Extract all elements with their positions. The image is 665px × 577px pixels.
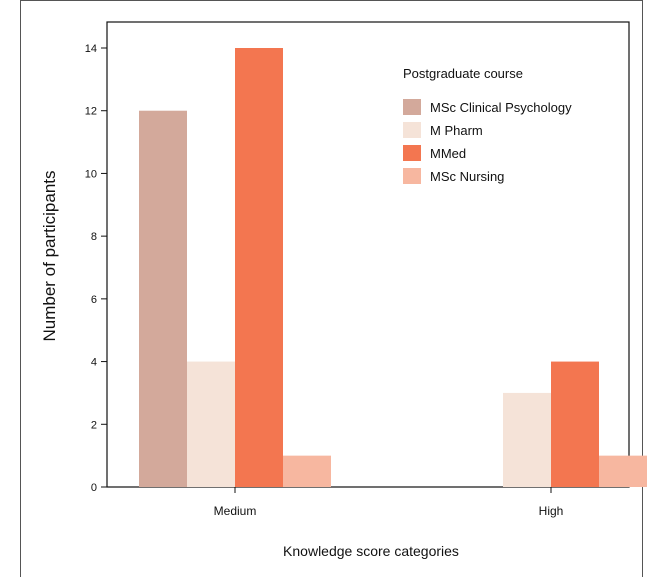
y-tick-label: 6 xyxy=(91,294,97,306)
legend-swatch xyxy=(403,168,421,184)
legend: Postgraduate course MSc Clinical Psychol… xyxy=(403,66,572,184)
legend-swatch xyxy=(403,122,421,138)
y-tick-label: 14 xyxy=(85,43,97,55)
y-tick-label: 0 xyxy=(91,482,97,494)
plot-area xyxy=(106,21,630,488)
x-category-label: Medium xyxy=(214,504,257,518)
bar-medium-m-pharm xyxy=(187,361,235,487)
legend-label: M Pharm xyxy=(430,123,483,138)
bar-medium-msc-clinical-psychology xyxy=(139,110,187,487)
bars-group xyxy=(139,48,647,487)
legend-title: Postgraduate course xyxy=(403,66,523,81)
y-tick-label: 8 xyxy=(91,231,97,243)
y-axis-title: Number of participants xyxy=(40,170,59,341)
y-tick-label: 4 xyxy=(91,357,97,369)
legend-swatch xyxy=(403,145,421,161)
bar-medium-msc-nursing xyxy=(283,455,331,487)
y-axis-ticks: 0 2 4 6 8 10 12 14 xyxy=(85,43,107,494)
bar-medium-mmed xyxy=(235,48,283,487)
x-axis-categories: Medium High xyxy=(214,487,564,518)
y-tick-label: 10 xyxy=(85,168,97,180)
legend-swatch xyxy=(403,99,421,115)
bar-high-mmed xyxy=(551,361,599,487)
y-tick-label: 12 xyxy=(85,106,97,118)
x-category-label: High xyxy=(539,504,564,518)
legend-label: MMed xyxy=(430,146,466,161)
x-axis-title: Knowledge score categories xyxy=(283,543,459,559)
bar-high-msc-nursing xyxy=(599,455,647,487)
legend-label: MSc Nursing xyxy=(430,169,504,184)
figure-frame xyxy=(20,0,643,577)
legend-label: MSc Clinical Psychology xyxy=(430,100,572,115)
bar-high-m-pharm xyxy=(503,392,551,487)
y-tick-label: 2 xyxy=(91,419,97,431)
